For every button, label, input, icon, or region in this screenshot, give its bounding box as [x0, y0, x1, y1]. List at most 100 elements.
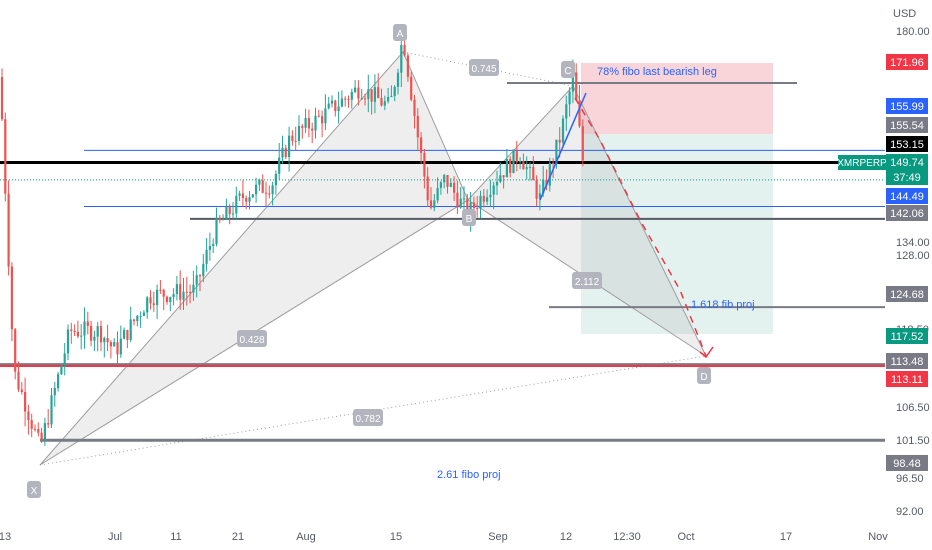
candle-body: [192, 284, 195, 293]
candle: [139, 311, 142, 328]
candle-body: [268, 193, 271, 195]
candle-body: [175, 284, 178, 294]
candle-body: [565, 104, 568, 119]
candle-body: [304, 117, 307, 128]
price-tag: 155.54: [886, 117, 928, 133]
candle-body: [561, 118, 565, 143]
candle: [57, 372, 60, 392]
candle-body: [383, 101, 386, 106]
candle: [568, 87, 571, 117]
candle-body: [248, 197, 251, 202]
price-tag-bg: [886, 353, 928, 369]
candle: [126, 329, 129, 349]
candles-group: [0, 36, 584, 446]
candle-body: [152, 303, 155, 305]
candle-body: [449, 182, 452, 187]
candle-body: [258, 180, 261, 185]
candle: [575, 63, 578, 101]
price-tag-bg: [886, 371, 928, 387]
candle: [264, 181, 268, 207]
candle-body: [575, 72, 578, 101]
candle: [195, 265, 198, 298]
candle-body: [515, 149, 518, 162]
ratio-text: 0.745: [471, 64, 496, 75]
candle-body: [423, 152, 426, 177]
candle-body: [80, 335, 83, 337]
candle: [406, 53, 409, 82]
candle: [400, 36, 403, 88]
candle: [410, 71, 413, 102]
candle: [24, 377, 27, 427]
candle: [202, 253, 205, 283]
price-tag-text: 98.48: [893, 458, 921, 470]
candle-body: [116, 342, 119, 355]
candle: [321, 110, 324, 138]
candle-body: [495, 181, 499, 186]
candle-body: [479, 195, 482, 209]
price-tag-text: 149.74: [890, 157, 924, 169]
candle-body: [169, 297, 172, 302]
candle-body: [106, 337, 109, 343]
candle-body: [363, 98, 367, 100]
candle-body: [93, 336, 96, 341]
candle: [119, 325, 122, 358]
price-tag: 171.96: [886, 54, 928, 70]
candle-body: [578, 100, 581, 127]
symbol-badge: XMRPERP: [837, 155, 887, 170]
ratio-badge: [572, 272, 602, 289]
candle: [337, 91, 340, 124]
candle: [314, 107, 317, 139]
candle-body: [357, 87, 360, 99]
candle: [73, 324, 76, 336]
candle-body: [413, 99, 416, 116]
candle: [113, 338, 116, 347]
candle: [255, 177, 258, 203]
price-tag-bg: [886, 154, 928, 170]
candle-body: [218, 217, 221, 221]
ratio-badge: [353, 409, 383, 426]
candle-body: [476, 208, 479, 210]
candle: [380, 88, 383, 107]
candle: [436, 177, 439, 204]
candle: [413, 94, 416, 129]
candle: [162, 288, 165, 311]
price-tag-bg: [886, 136, 928, 152]
candle: [129, 306, 132, 343]
ratio-badge: [469, 59, 499, 76]
candle-body: [119, 338, 122, 355]
candle: [192, 270, 195, 301]
candle-body: [390, 96, 393, 98]
candle-body: [142, 312, 145, 316]
candle-body: [70, 329, 73, 332]
candle: [532, 156, 535, 181]
candle: [268, 185, 271, 199]
candle: [271, 181, 274, 206]
candle: [80, 323, 83, 350]
annotation-78-fibo: 78% fibo last bearish leg: [597, 66, 717, 78]
candle: [317, 109, 320, 118]
candle: [47, 409, 50, 429]
candle: [459, 187, 462, 209]
candle-body: [486, 197, 489, 202]
candle: [261, 174, 264, 194]
countdown-text: 37:49: [893, 172, 921, 184]
candle-body: [30, 420, 33, 429]
candle-body: [439, 182, 442, 188]
candle-body: [377, 87, 380, 99]
x-tick-label: 17: [780, 531, 792, 543]
candle-body: [103, 337, 106, 343]
candle: [334, 99, 337, 117]
candle-body: [453, 182, 456, 193]
candle: [136, 314, 139, 327]
candle-body: [208, 246, 211, 250]
candle-body: [314, 115, 317, 131]
candle: [106, 324, 109, 352]
candle: [301, 123, 304, 139]
projection-arrowhead: [699, 346, 714, 359]
candle: [443, 173, 446, 189]
ratio-text: 0.782: [355, 414, 380, 425]
candle: [27, 404, 30, 435]
price-tag-text: 142.06: [890, 208, 924, 220]
